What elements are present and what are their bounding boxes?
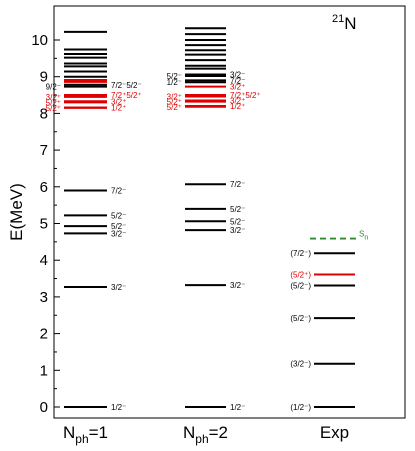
level-label: 1/2⁺: [230, 102, 245, 111]
level-label: 9/2⁻: [46, 83, 61, 92]
level-label: 5/2⁻: [230, 217, 245, 226]
level-label: 3/2⁻: [230, 70, 245, 79]
level-label: 5/2⁻: [111, 222, 126, 231]
level-label: 7/2⁻: [230, 180, 245, 189]
energy-levels: [64, 27, 358, 408]
level-label: 3/2⁺: [167, 93, 182, 102]
level-label: 1/2⁻: [230, 403, 245, 412]
level-label: (5/2⁻): [290, 282, 311, 291]
column-label: Nph=2: [183, 423, 228, 446]
level-label: (7/2⁻): [290, 249, 311, 258]
level-label: 7/2⁺5/2⁺: [230, 91, 261, 100]
y-tick-label: 10: [31, 32, 48, 49]
plot-frame: [53, 5, 406, 419]
level-label: 5/2⁺: [46, 104, 61, 113]
level-label: 3/2⁻: [230, 226, 245, 235]
y-tick-label: 2: [40, 326, 48, 343]
nucleus-mass: 21: [332, 13, 344, 25]
level-labels: 1/2⁻3/2⁻3/2⁻5/2⁻5/2⁻7/2⁻5/2⁺ 1/2⁺5/2⁺ 3/2⁺…: [46, 70, 369, 412]
level-label: 3/2⁺: [111, 97, 126, 106]
y-tick-label: 1: [40, 362, 48, 379]
y-tick-label: 9: [40, 69, 48, 86]
level-label: 1/2⁻: [111, 403, 126, 412]
y-tick-label: 3: [40, 289, 48, 306]
level-label: 7/2⁺5/2⁺: [111, 91, 142, 100]
level-label: 7/2⁻: [111, 186, 126, 195]
column-label: Exp: [320, 423, 349, 442]
level-label: 7/2⁻5/2⁻: [111, 81, 142, 90]
y-tick-label: 5: [40, 216, 48, 233]
level-label: 1/2⁻: [167, 78, 182, 87]
level-label: 3/2⁻: [230, 281, 245, 290]
level-label: 3/2⁺: [230, 83, 245, 92]
level-label: (5/2⁻): [290, 314, 311, 323]
y-tick-label: 0: [40, 399, 48, 416]
axes: 0 1 2 3 4 5 6 7 8 9 10 E(MeV): [7, 5, 406, 419]
nucleus-symbol: N: [344, 14, 356, 33]
level-label: 3/2⁻: [111, 229, 126, 238]
y-axis-title: E(MeV): [7, 183, 26, 241]
y-tick-label: 8: [40, 105, 48, 122]
level-label: 3/2⁻: [111, 283, 126, 292]
level-label: 5/2⁺: [167, 98, 182, 107]
level-label: 5/2⁻: [167, 72, 182, 81]
level-label: (3/2⁻): [290, 360, 311, 369]
level-label: (1/2⁻): [290, 403, 311, 412]
level-label: 5/2⁻: [230, 205, 245, 214]
level-label: 5/2⁺: [167, 103, 182, 112]
level-label: (5/2⁺): [290, 271, 311, 280]
level-label: 1/2⁺: [111, 104, 126, 113]
column-labels: Nph=1 Nph=2 Exp: [63, 423, 349, 446]
nucleus-label: 21N: [332, 13, 357, 33]
level-label: 7/2⁻: [230, 76, 245, 85]
y-tick-label: 6: [40, 179, 48, 196]
level-label: 5/2⁻: [111, 211, 126, 220]
y-tick-label: 7: [40, 142, 48, 159]
level-label: Sn: [359, 230, 368, 242]
y-tick-label: 4: [40, 252, 48, 269]
level-label: 3/2⁺: [230, 97, 245, 106]
level-label: 3/2⁺: [46, 93, 61, 102]
column-label: Nph=1: [63, 423, 108, 446]
level-label: 5/2⁺: [46, 98, 61, 107]
